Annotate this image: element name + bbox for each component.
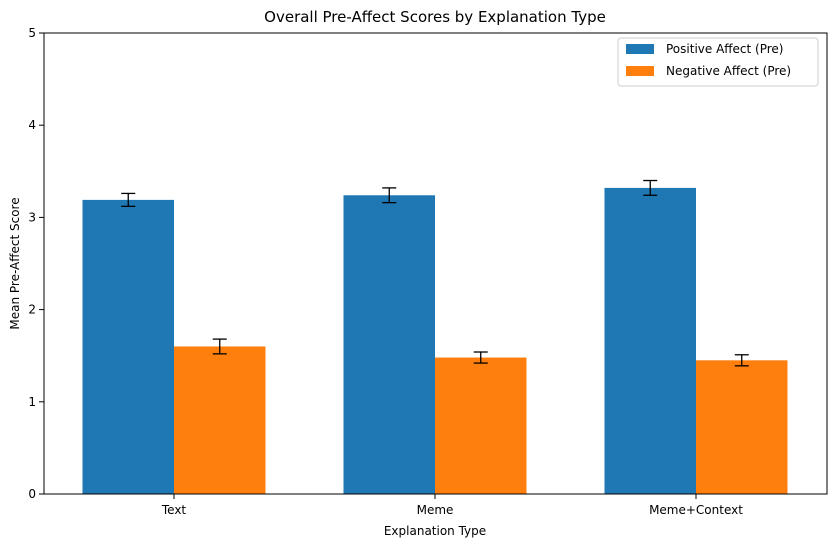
legend-swatch-negative (626, 66, 654, 76)
error-bars-group (121, 179, 749, 367)
y-tick-label: 2 (28, 303, 36, 317)
y-tick-label: 5 (28, 26, 36, 40)
y-tick-label: 3 (28, 210, 36, 224)
legend-label-negative: Negative Affect (Pre) (666, 64, 791, 78)
legend-swatch-positive (626, 44, 654, 54)
legend-box (617, 37, 819, 87)
chart-title: Overall Pre-Affect Scores by Explanation… (264, 8, 606, 26)
x-tick-label: Text (161, 503, 187, 517)
y-tick-label: 1 (28, 395, 36, 409)
x-tick-label: Meme (417, 503, 454, 517)
legend: Positive Affect (Pre) Negative Affect (P… (617, 37, 819, 87)
bar-negative-meme-context (696, 360, 788, 494)
bar-negative-text (174, 346, 266, 494)
bar-negative-meme (435, 357, 527, 494)
bars-group (82, 187, 788, 494)
bar-positive-meme (343, 195, 435, 494)
x-axis-label: Explanation Type (384, 524, 486, 538)
y-tick-label: 0 (28, 487, 36, 501)
bar-positive-meme-context (604, 187, 696, 494)
x-axis-ticks: Text Meme Meme+Context (161, 494, 743, 517)
x-tick-label: Meme+Context (649, 503, 743, 517)
y-axis-ticks: 0 1 2 3 4 5 (28, 26, 44, 501)
bar-positive-text (82, 199, 174, 494)
plot-frame (43, 32, 828, 495)
y-axis-label: Mean Pre-Affect Score (8, 197, 22, 329)
legend-label-positive: Positive Affect (Pre) (666, 42, 784, 56)
y-tick-label: 4 (28, 118, 36, 132)
